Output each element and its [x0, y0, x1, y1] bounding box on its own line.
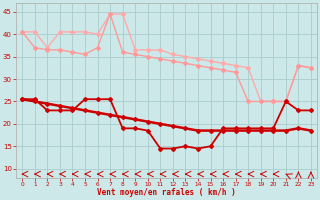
X-axis label: Vent moyen/en rafales ( km/h ): Vent moyen/en rafales ( km/h ) [97, 188, 236, 197]
